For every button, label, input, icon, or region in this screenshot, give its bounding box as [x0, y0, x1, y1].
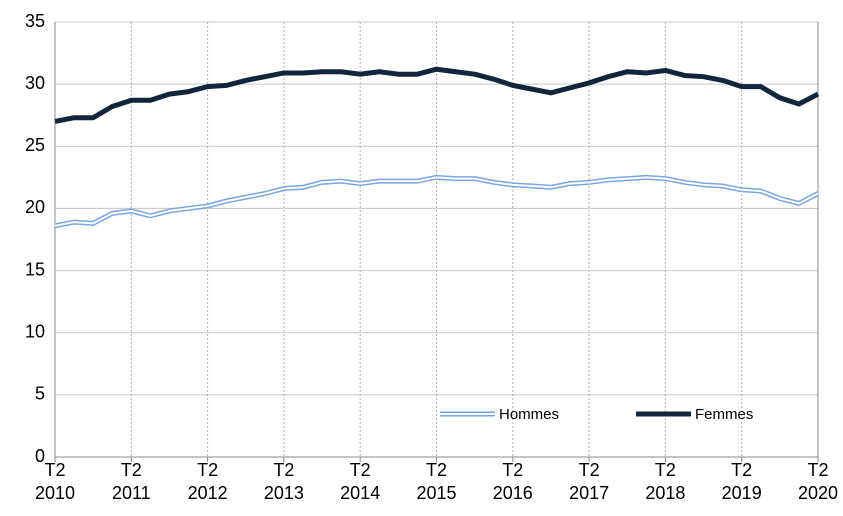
x-tick-label: T2 2016 — [492, 460, 533, 503]
x-tick-label: T2 2019 — [721, 460, 762, 503]
y-tick-label: 35 — [25, 11, 45, 31]
y-tick-label: 5 — [35, 384, 45, 404]
y-tick-label: 10 — [25, 321, 45, 341]
x-tick-label: T2 2014 — [340, 460, 381, 503]
y-tick-label: 25 — [25, 135, 45, 155]
legend-label: Hommes — [499, 406, 559, 423]
x-tick-label: T2 2010 — [34, 460, 76, 503]
line-femmes — [54, 66, 820, 124]
x-tick-label: T2 2013 — [263, 460, 304, 503]
x-tick-label: T2 2011 — [111, 460, 151, 503]
x-tick-label: T2 2012 — [187, 460, 228, 503]
y-tick-label: 30 — [25, 73, 45, 93]
line-hommes-inner — [54, 176, 819, 227]
x-tick-label: T2 2018 — [645, 460, 686, 503]
y-tick-label: 0 — [35, 446, 45, 466]
x-tick-label: T2 2020 — [797, 460, 839, 503]
y-tick-label: 15 — [25, 259, 45, 279]
y-tick-label: 20 — [25, 197, 45, 217]
legend-label: Femmes — [695, 406, 753, 423]
x-tick-label: T2 2015 — [416, 460, 457, 503]
x-tick-label: T2 2017 — [569, 460, 610, 503]
